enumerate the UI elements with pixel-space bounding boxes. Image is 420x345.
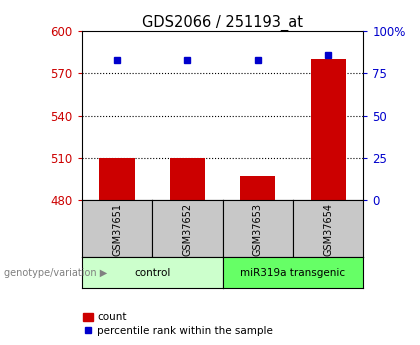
Bar bbox=[310, 59, 346, 200]
Text: GSM37652: GSM37652 bbox=[182, 203, 192, 256]
Text: control: control bbox=[134, 268, 171, 277]
Legend: count, percentile rank within the sample: count, percentile rank within the sample bbox=[79, 308, 278, 340]
Text: genotype/variation ▶: genotype/variation ▶ bbox=[4, 268, 108, 277]
Text: GSM37651: GSM37651 bbox=[112, 203, 122, 256]
Bar bbox=[170, 158, 205, 200]
Bar bbox=[240, 176, 276, 200]
Bar bbox=[100, 158, 135, 200]
Text: GSM37653: GSM37653 bbox=[253, 203, 263, 256]
Text: miR319a transgenic: miR319a transgenic bbox=[240, 268, 346, 277]
Text: GSM37654: GSM37654 bbox=[323, 203, 333, 256]
Title: GDS2066 / 251193_at: GDS2066 / 251193_at bbox=[142, 15, 303, 31]
